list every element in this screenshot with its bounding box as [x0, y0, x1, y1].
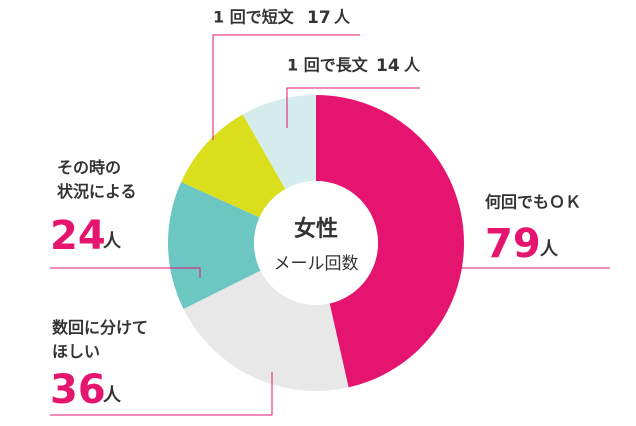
category-label: 1 回で短文: [213, 8, 295, 27]
category-label: 何回でもＯＫ: [485, 193, 581, 212]
slice: [316, 95, 465, 388]
value-label: 24: [50, 213, 106, 259]
category-label: 1 回で長文: [287, 56, 369, 75]
slice: [183, 270, 349, 391]
chart-title: 女性: [294, 216, 338, 242]
slice: [181, 114, 286, 218]
unit-label: 人: [103, 385, 122, 406]
unit-label: 人: [103, 231, 122, 252]
slice: [168, 181, 261, 309]
value-label: 36: [50, 367, 106, 413]
donut-hole: [254, 181, 378, 305]
value-label: 14: [376, 56, 400, 76]
donut: [168, 95, 465, 391]
unit-label: 人: [540, 239, 559, 260]
slice: [242, 95, 316, 190]
leader-line: [50, 267, 201, 278]
value-label: 79: [485, 221, 541, 267]
unit-label: 人: [334, 8, 351, 27]
leader-line: [434, 267, 610, 290]
leader-line: [212, 34, 360, 140]
category-label: 数回に分けてほしい: [52, 318, 148, 361]
leader-line: [286, 87, 420, 128]
value-label: 17: [307, 8, 331, 28]
category-label: その時の状況による: [57, 158, 137, 201]
leader-line: [50, 372, 273, 416]
chart-subtitle: メール回数: [274, 254, 359, 274]
unit-label: 人: [404, 56, 421, 75]
